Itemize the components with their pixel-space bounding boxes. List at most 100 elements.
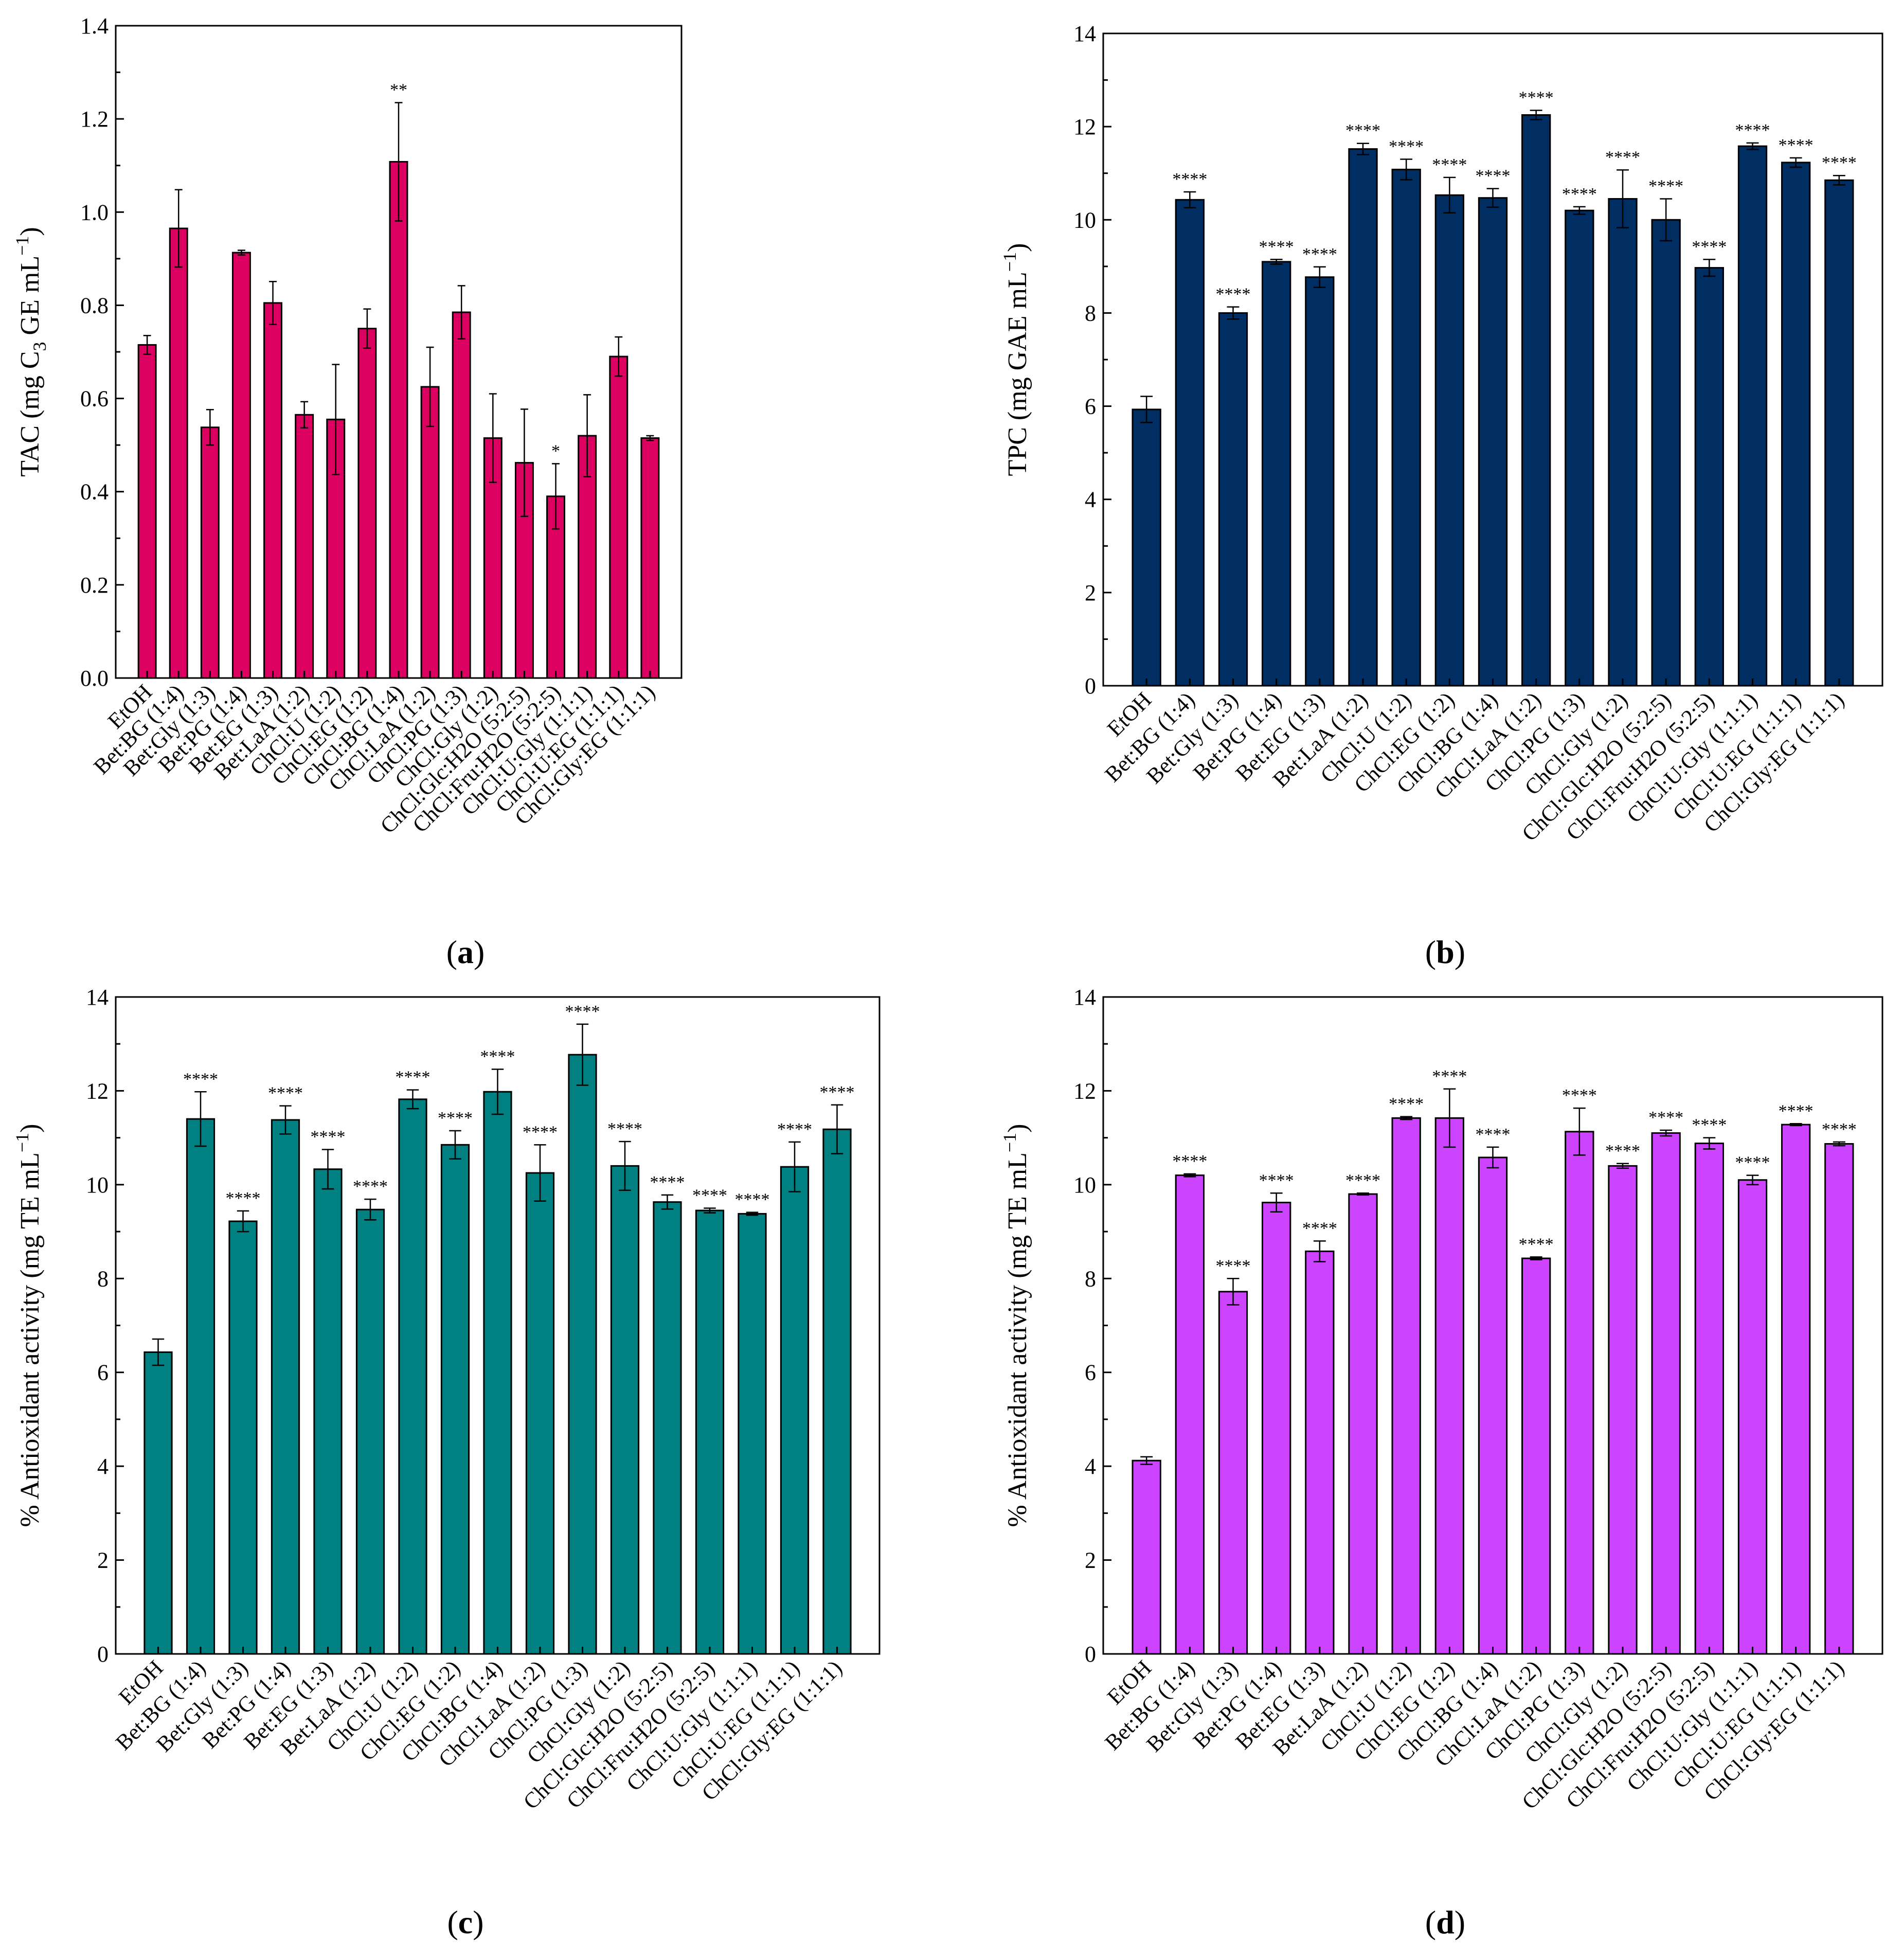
bar bbox=[483, 437, 502, 679]
bar bbox=[1781, 162, 1811, 687]
y-tick-label: 6 bbox=[1085, 1360, 1096, 1385]
bar bbox=[1175, 1174, 1205, 1655]
significance-label: **** bbox=[1476, 1125, 1511, 1144]
bar bbox=[695, 1209, 725, 1655]
error-bar bbox=[489, 393, 497, 483]
error-bar bbox=[1400, 158, 1413, 181]
error-bar bbox=[1746, 1174, 1759, 1186]
panel-caption: (d) bbox=[1425, 1904, 1465, 1940]
panel-caption-close: ) bbox=[1455, 934, 1465, 970]
y-tick-label: 2 bbox=[97, 1548, 109, 1573]
significance-label: **** bbox=[183, 1070, 218, 1089]
bar bbox=[228, 1220, 258, 1655]
y-tick-label: 12 bbox=[1073, 1078, 1096, 1103]
error-bar bbox=[1270, 1192, 1283, 1213]
y-tick-label: 0 bbox=[97, 1642, 109, 1667]
significance-label: **** bbox=[311, 1127, 346, 1146]
significance-label: **** bbox=[226, 1189, 261, 1208]
significance-label: **** bbox=[1432, 1067, 1467, 1086]
error-bar bbox=[1227, 306, 1240, 320]
bar bbox=[1132, 1459, 1161, 1655]
error-bar bbox=[1617, 169, 1629, 228]
significance-label: **** bbox=[1172, 170, 1207, 189]
bar bbox=[1651, 219, 1681, 687]
error-bar bbox=[269, 280, 277, 325]
bar bbox=[568, 1054, 597, 1655]
significance-label: **** bbox=[480, 1047, 515, 1066]
panel-caption-open: ( bbox=[1425, 1904, 1436, 1940]
bar bbox=[137, 344, 157, 679]
y-axis-title: TAC (mg C3 GE mL−1) bbox=[12, 227, 50, 476]
bar bbox=[1434, 1117, 1464, 1655]
error-bar bbox=[1660, 198, 1673, 242]
significance-label: **** bbox=[1259, 1171, 1294, 1190]
significance-label: **** bbox=[523, 1122, 558, 1142]
panel-caption-letter: c bbox=[458, 1904, 473, 1940]
error-bar bbox=[704, 1207, 716, 1214]
error-bar bbox=[426, 346, 434, 427]
panel-caption-close: ) bbox=[473, 1904, 483, 1940]
y-axis-title-post: ) bbox=[15, 227, 45, 236]
y-axis-title-sup: −1 bbox=[999, 252, 1020, 272]
bar bbox=[1608, 198, 1638, 687]
error-bar bbox=[1443, 1088, 1456, 1148]
error-bar bbox=[1443, 176, 1456, 213]
panel-caption-letter: d bbox=[1436, 1904, 1455, 1940]
significance-label: **** bbox=[1735, 121, 1770, 140]
bar bbox=[1175, 199, 1205, 687]
error-bar bbox=[300, 401, 309, 429]
y-axis-title-post: ) bbox=[1003, 1124, 1032, 1132]
significance-label: **** bbox=[565, 1002, 600, 1021]
y-axis-title: TPC (mg GAE mL−1) bbox=[999, 243, 1032, 476]
bar bbox=[1565, 209, 1594, 687]
y-tick-label: 12 bbox=[86, 1078, 109, 1103]
bar bbox=[355, 1208, 385, 1655]
significance-label: **** bbox=[1605, 148, 1640, 167]
error-bar bbox=[1486, 1146, 1499, 1169]
significance-label: **** bbox=[1172, 1152, 1207, 1171]
y-axis-title: % Antioxidant activity (mg TE mL−1) bbox=[999, 1124, 1032, 1527]
error-bar bbox=[206, 409, 214, 446]
bar bbox=[780, 1166, 810, 1655]
significance-label: **** bbox=[396, 1068, 430, 1087]
y-tick-label: 1.4 bbox=[80, 13, 109, 39]
panel-caption-close: ) bbox=[474, 934, 484, 970]
error-bar bbox=[363, 308, 371, 349]
bar bbox=[1262, 1202, 1291, 1655]
y-tick-label: 0.0 bbox=[80, 666, 109, 691]
y-tick-label: 2 bbox=[1085, 580, 1096, 605]
y-tick-label: 4 bbox=[1085, 487, 1096, 512]
error-bar bbox=[1833, 174, 1845, 186]
y-tick-label: 4 bbox=[97, 1454, 109, 1479]
y-axis-title-post: ) bbox=[15, 1124, 45, 1132]
error-bar bbox=[1270, 259, 1283, 265]
error-bar bbox=[661, 1194, 674, 1210]
panel-caption-open: ( bbox=[446, 934, 457, 970]
y-tick-label: 10 bbox=[1073, 207, 1096, 233]
error-bar bbox=[746, 1211, 759, 1216]
bar bbox=[313, 1168, 343, 1655]
error-bar bbox=[332, 364, 340, 475]
error-bar bbox=[1313, 1240, 1326, 1262]
significance-label: ** bbox=[390, 80, 407, 99]
significance-label: **** bbox=[1562, 185, 1597, 204]
error-bar bbox=[831, 1104, 843, 1154]
bar bbox=[1781, 1124, 1811, 1655]
y-tick-label: 12 bbox=[1073, 114, 1096, 139]
bar bbox=[420, 386, 440, 679]
significance-label: **** bbox=[1822, 153, 1857, 172]
error-bar bbox=[576, 1023, 589, 1086]
error-bar bbox=[1140, 1456, 1153, 1465]
significance-label: **** bbox=[1216, 1256, 1251, 1275]
significance-label: **** bbox=[1562, 1086, 1597, 1105]
bar bbox=[200, 426, 220, 679]
bar bbox=[1132, 408, 1161, 687]
bar bbox=[186, 1118, 216, 1655]
bar bbox=[1651, 1132, 1681, 1655]
y-axis-title-sup: −1 bbox=[12, 1133, 32, 1152]
bar bbox=[231, 252, 251, 679]
y-axis-title-sup: −1 bbox=[12, 236, 32, 256]
significance-label: **** bbox=[1779, 1101, 1814, 1120]
error-bar bbox=[615, 336, 623, 377]
